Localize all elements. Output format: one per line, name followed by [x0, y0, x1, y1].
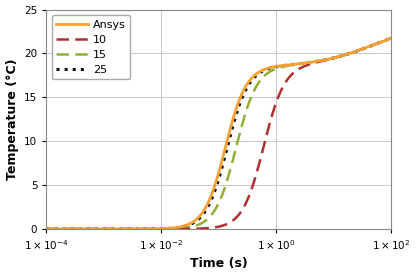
10: [345, 52, 350, 56]
15: [104, 227, 109, 231]
25: [345, 52, 350, 56]
Ansys: [382, 39, 387, 42]
25: [83, 227, 88, 231]
Ansys: [83, 227, 88, 231]
25: [382, 39, 387, 42]
Ansys: [176, 225, 181, 229]
Ansys: [44, 227, 49, 231]
Ansys: [389, 37, 394, 40]
Line: 15: 15: [47, 38, 391, 229]
15: [345, 52, 350, 56]
15: [83, 227, 88, 231]
Ansys: [191, 220, 196, 223]
15: [382, 39, 387, 42]
10: [382, 39, 387, 42]
10: [83, 227, 88, 231]
25: [191, 221, 196, 224]
Legend: Ansys, 10, 15, 25: Ansys, 10, 15, 25: [52, 15, 130, 79]
Line: 25: 25: [47, 38, 391, 229]
10: [191, 227, 196, 230]
Line: Ansys: Ansys: [47, 38, 391, 229]
10: [104, 227, 109, 231]
Line: 10: 10: [47, 38, 391, 229]
15: [44, 227, 49, 231]
25: [176, 226, 181, 229]
15: [389, 37, 394, 40]
15: [191, 225, 196, 228]
25: [389, 37, 394, 40]
X-axis label: Time (s): Time (s): [190, 258, 248, 270]
10: [44, 227, 49, 231]
Y-axis label: Temperature (°C): Temperature (°C): [5, 59, 19, 180]
25: [104, 227, 109, 231]
10: [389, 37, 394, 40]
Ansys: [345, 52, 350, 56]
15: [176, 227, 181, 230]
25: [44, 227, 49, 231]
Ansys: [104, 227, 109, 231]
10: [176, 227, 181, 231]
